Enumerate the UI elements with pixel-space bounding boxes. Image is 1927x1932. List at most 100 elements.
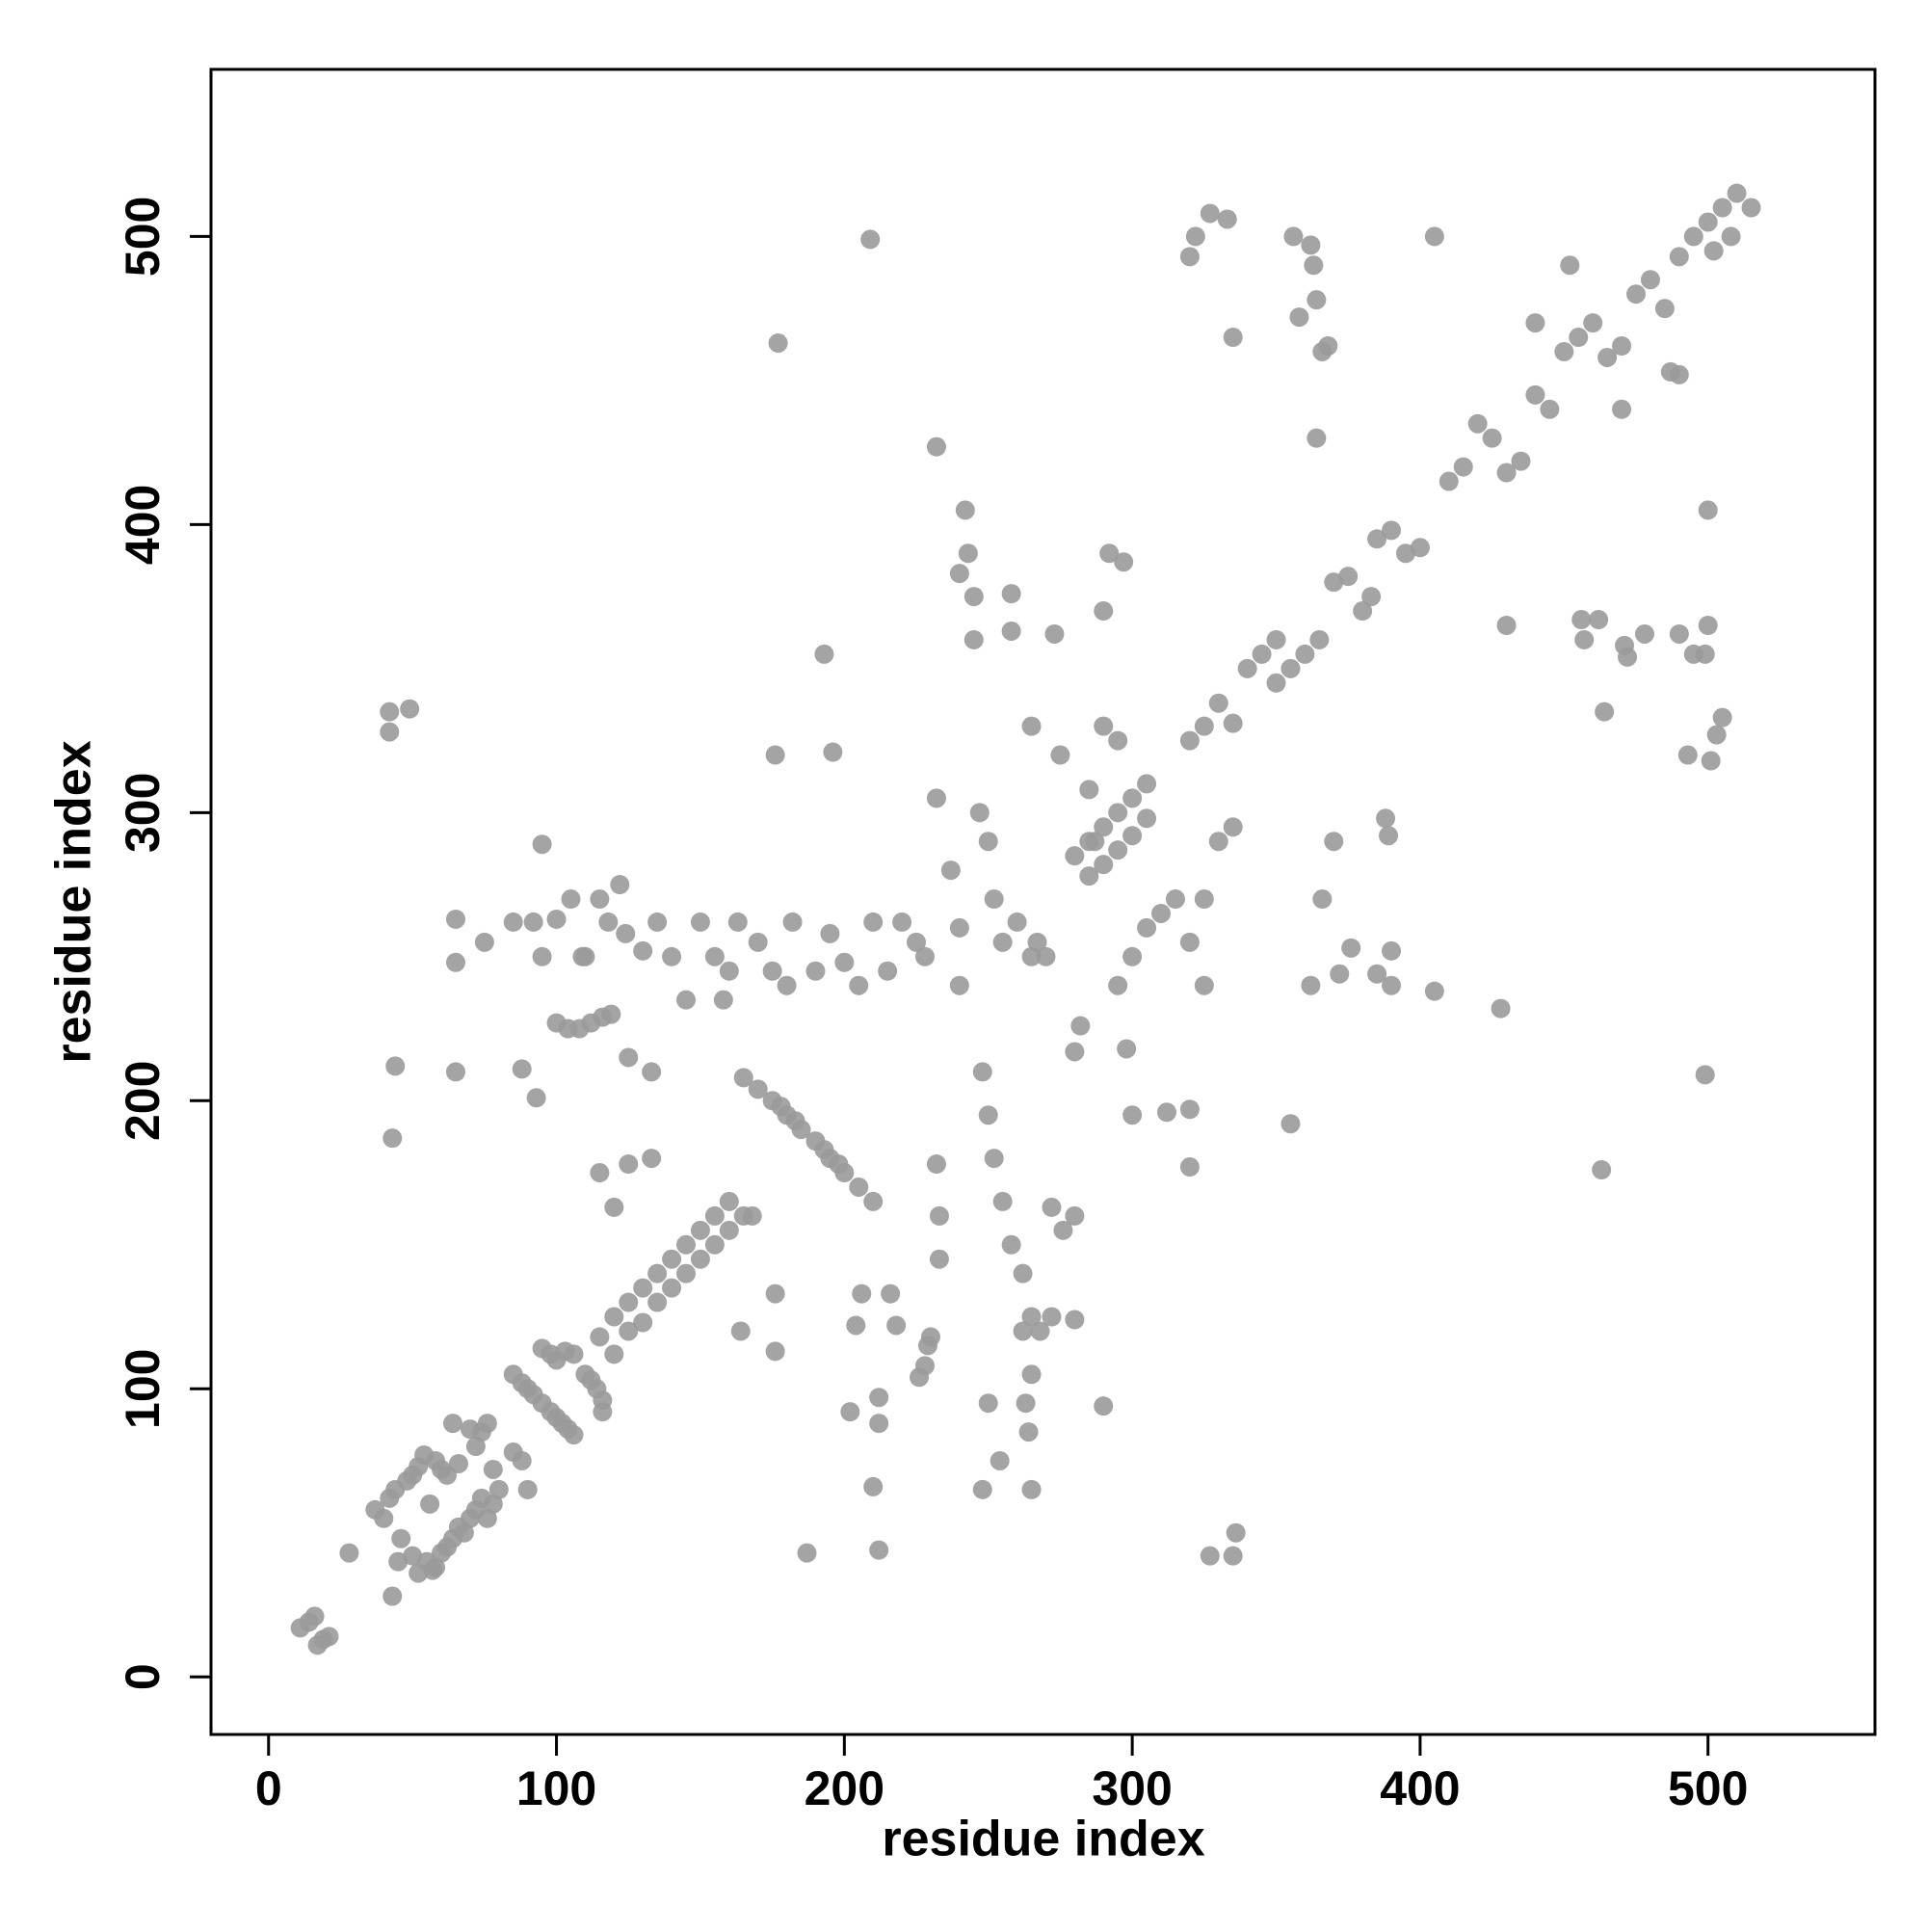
contact-point xyxy=(400,699,420,719)
contact-point xyxy=(374,1508,394,1528)
contact-point xyxy=(1424,981,1444,1001)
contact-point xyxy=(676,1263,697,1284)
contact-point xyxy=(829,1154,849,1175)
contact-point xyxy=(420,1494,440,1514)
x-axis-title: residue index xyxy=(882,1812,1204,1867)
contact-point xyxy=(319,1627,339,1647)
contact-point xyxy=(647,1263,668,1284)
contact-point xyxy=(445,909,465,929)
contact-point xyxy=(964,629,984,649)
contact-point xyxy=(1312,889,1333,910)
y-axis-title: residue index xyxy=(46,740,102,1063)
contact-point xyxy=(1266,673,1286,693)
contact-point xyxy=(391,1528,411,1548)
contact-point xyxy=(1741,198,1761,218)
contact-point xyxy=(733,1068,753,1088)
contact-point xyxy=(1001,1234,1021,1255)
contact-point xyxy=(748,932,768,952)
contact-point xyxy=(849,975,869,995)
contact-point xyxy=(610,875,630,895)
contact-point xyxy=(604,1344,624,1364)
contact-point xyxy=(1367,964,1387,984)
contact-point xyxy=(748,1079,768,1099)
contact-point xyxy=(662,1278,682,1298)
contact-point xyxy=(1013,1263,1033,1284)
contact-point xyxy=(1612,399,1632,419)
contact-point xyxy=(590,1327,610,1347)
contact-point xyxy=(958,543,978,564)
contact-point xyxy=(1612,336,1632,357)
contact-point xyxy=(1301,235,1321,255)
contact-point xyxy=(380,722,400,742)
contact-point xyxy=(863,912,884,932)
contact-point xyxy=(1295,644,1315,664)
contact-point xyxy=(852,1284,872,1304)
contact-point xyxy=(768,333,788,354)
contact-point xyxy=(929,1205,949,1226)
contact-point xyxy=(1701,751,1721,771)
contact-point xyxy=(1669,623,1689,644)
contact-point xyxy=(1094,601,1114,622)
contact-point xyxy=(517,1479,538,1499)
y-tick-label: 500 xyxy=(116,197,170,277)
contact-point xyxy=(1353,601,1373,622)
contact-point xyxy=(914,946,935,966)
contact-point xyxy=(1597,347,1618,367)
contact-point xyxy=(1137,808,1157,829)
contact-point xyxy=(445,952,465,972)
contact-point xyxy=(849,1177,869,1197)
contact-point xyxy=(642,1149,662,1169)
contact-point xyxy=(1511,451,1531,471)
contact-point xyxy=(949,917,969,938)
contact-point xyxy=(1021,716,1042,736)
contact-point xyxy=(383,1128,403,1149)
contact-point xyxy=(782,912,803,932)
contact-point xyxy=(1280,1114,1301,1134)
contact-point xyxy=(860,229,881,250)
contact-point xyxy=(380,701,400,722)
contact-point xyxy=(978,1393,998,1414)
contact-point xyxy=(846,1315,866,1336)
contact-point xyxy=(1053,1220,1073,1240)
contact-point xyxy=(820,923,840,943)
contact-point xyxy=(914,1356,935,1376)
contact-point xyxy=(1496,463,1517,483)
contact-point xyxy=(1042,1307,1062,1327)
contact-point xyxy=(690,912,710,932)
contact-point xyxy=(483,1459,503,1479)
contact-point xyxy=(1137,917,1157,938)
contact-point xyxy=(385,1056,406,1076)
contact-point xyxy=(1194,716,1214,736)
contact-point xyxy=(814,644,834,664)
contact-point xyxy=(797,1543,817,1563)
contact-point xyxy=(1226,1522,1246,1543)
contact-point xyxy=(1706,725,1727,745)
contact-point xyxy=(1574,629,1595,649)
contact-point xyxy=(1179,247,1200,267)
contact-point xyxy=(765,1341,785,1362)
contact-point xyxy=(992,932,1013,952)
contact-point xyxy=(949,975,969,995)
contact-point xyxy=(1013,1321,1033,1341)
contact-point xyxy=(978,1105,998,1125)
contact-point xyxy=(647,912,668,932)
contact-point xyxy=(1094,716,1114,736)
contact-point xyxy=(1065,1310,1085,1330)
contact-point xyxy=(1094,855,1114,875)
contact-point xyxy=(619,1321,639,1341)
contact-point xyxy=(1094,1396,1114,1416)
contact-point xyxy=(1179,1157,1200,1178)
x-tick-label: 400 xyxy=(1380,1761,1460,1815)
contact-point xyxy=(1065,1205,1085,1226)
contact-point xyxy=(990,1450,1010,1470)
contact-point xyxy=(978,832,998,852)
contact-point xyxy=(1208,693,1228,713)
contact-point xyxy=(477,1414,497,1434)
contact-point xyxy=(1114,552,1134,572)
contact-point xyxy=(1695,1065,1715,1085)
contact-point xyxy=(662,1249,682,1269)
plot-frame xyxy=(209,67,1877,1736)
contact-point xyxy=(1223,713,1243,733)
contact-point xyxy=(616,923,636,943)
